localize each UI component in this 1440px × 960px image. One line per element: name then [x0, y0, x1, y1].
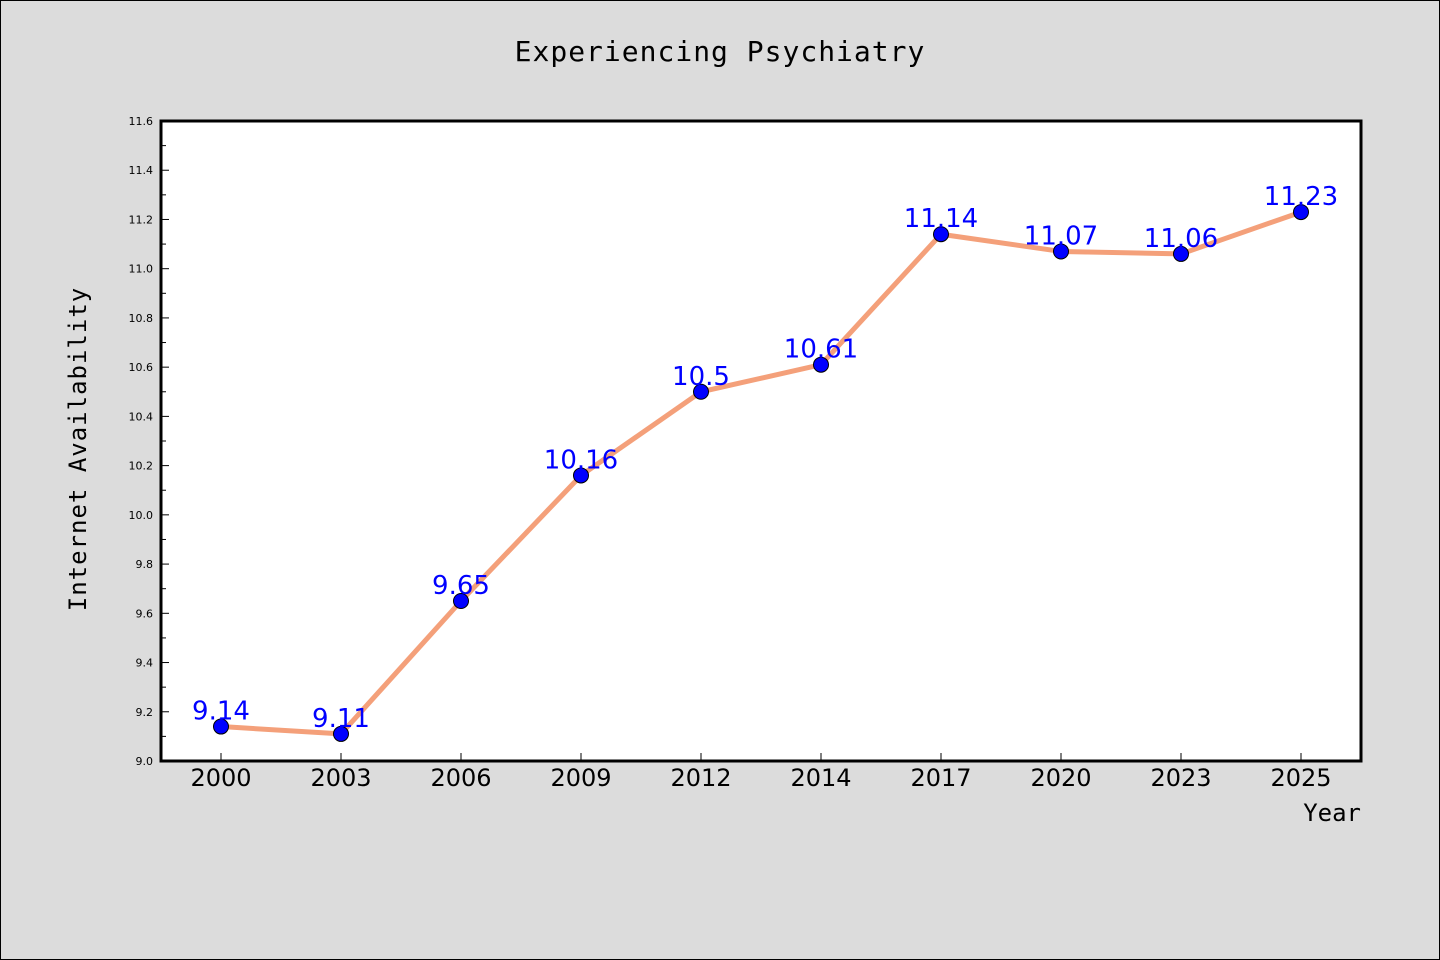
data-label: 11.14: [904, 204, 978, 234]
y-tick-label: 10.2: [129, 460, 154, 473]
y-tick-label: 9.8: [136, 558, 154, 571]
data-point: [933, 226, 949, 243]
data-point: [813, 356, 829, 373]
plot-area: [161, 121, 1361, 761]
series-line: [218, 209, 1304, 737]
x-tick-label: 2020: [1030, 764, 1091, 792]
x-tick-label: 2009: [550, 764, 611, 792]
y-tick-label: 10.0: [129, 509, 154, 522]
y-tick-label: 11.6: [129, 115, 154, 128]
y-axis: 9.0 9.2 9.4 9.6 9.8 10.0 10.2 10.4 10.6 10.8 11.0 1…: [129, 115, 169, 768]
data-label: 11.07: [1024, 221, 1098, 251]
x-tick-label: 2012: [670, 764, 731, 792]
data-label: 10.61: [784, 335, 858, 365]
data-point: [1173, 245, 1189, 262]
x-tick-label: 2000: [190, 764, 251, 792]
data-label: 10.16: [544, 445, 618, 475]
y-tick-label: 9.0: [136, 755, 154, 768]
y-tick-label: 9.6: [136, 607, 154, 620]
plot-frame: [159, 119, 1363, 763]
data-point: [453, 593, 469, 609]
chart-title: Experiencing Psychiatry: [514, 35, 926, 68]
data-label: 11.06: [1144, 224, 1218, 254]
data-point: [213, 718, 229, 735]
data-label: 11.23: [1264, 182, 1338, 212]
y-tick-label: 11.2: [129, 213, 154, 226]
x-tick-label: 2017: [910, 764, 971, 792]
x-tick-label: 2003: [310, 764, 371, 792]
data-label: 9.14: [192, 697, 250, 727]
x-tick-label: 2023: [1150, 764, 1211, 792]
y-tick-label: 9.2: [136, 706, 154, 719]
x-tick-label: 2006: [430, 764, 491, 792]
data-point: [693, 383, 709, 400]
data-label: 9.65: [432, 571, 490, 601]
series-group: 9.14 9.11 9.65 10.16 10.5 10.61 11.14 11.07 11.0…: [192, 182, 1338, 742]
y-axis-label: Internet Availability: [64, 287, 92, 611]
x-axis-label: Year: [1303, 799, 1361, 827]
y-tick-label: 10.8: [129, 312, 154, 325]
x-axis: 2000 2003 2006 2009 2012 2014 2017 2020 2023 2025: [190, 753, 1332, 792]
x-tick-label: 2025: [1270, 764, 1331, 792]
data-point: [1053, 243, 1069, 260]
y-tick-label: 10.4: [129, 410, 154, 423]
data-point: [1293, 204, 1309, 221]
data-point: [333, 725, 349, 742]
y-tick-label: 11.0: [129, 263, 154, 276]
x-tick-label: 2014: [790, 764, 851, 792]
y-tick-label: 11.4: [129, 164, 154, 177]
data-label: 10.5: [672, 362, 730, 392]
y-tick-label: 9.4: [136, 657, 154, 670]
data-point: [573, 467, 589, 484]
data-label: 9.11: [312, 704, 370, 734]
y-tick-label: 10.6: [129, 361, 154, 374]
